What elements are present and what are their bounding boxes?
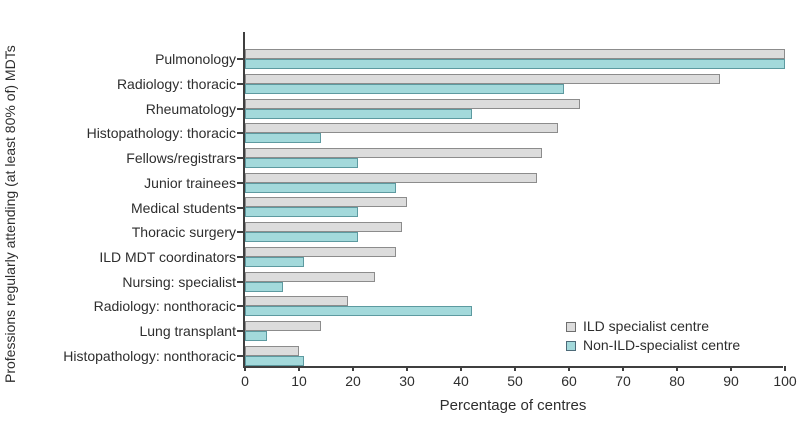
x-tick-label: 60: [561, 373, 577, 389]
chart-row: ILD MDT coordinators: [99, 245, 783, 270]
chart-row: Medical students: [131, 195, 783, 220]
x-axis-title: Percentage of centres: [439, 397, 587, 414]
legend-label-non-ild-specialist: Non-ILD-specialist centre: [583, 337, 741, 353]
y-axis-tick: [237, 354, 243, 357]
x-axis-tick: [352, 366, 354, 371]
x-tick-label: 30: [399, 373, 415, 389]
y-axis-tick: [237, 132, 243, 135]
legend-item-non-ild-specialist: Non-ILD-specialist centre: [566, 338, 740, 353]
y-axis-tick: [237, 231, 243, 234]
bar-ild-specialist: [245, 345, 299, 356]
legend-item-ild-specialist: ILD specialist centre: [566, 319, 740, 334]
chart-row: Fellows/registrars: [126, 146, 783, 171]
y-axis-tick: [237, 107, 243, 110]
bar-ild-specialist: [245, 172, 537, 183]
bar-non-ild-specialist: [245, 158, 359, 169]
bar-non-ild-specialist: [245, 108, 472, 119]
x-axis-tick: [244, 366, 246, 371]
bar-ild-specialist: [245, 148, 542, 159]
bar-non-ild-specialist: [245, 281, 283, 292]
category-label: Radiology: nonthoracic: [93, 298, 236, 315]
x-tick-label: 80: [669, 373, 685, 389]
legend: ILD specialist centre Non-ILD-specialist…: [566, 319, 740, 353]
x-tick-label: 0: [241, 373, 249, 389]
bar-non-ild-specialist: [245, 232, 359, 243]
bar-non-ild-specialist: [245, 355, 305, 366]
y-axis-tick: [237, 83, 243, 86]
bar-non-ild-specialist: [245, 182, 397, 193]
chart-row: Pulmonology: [155, 47, 785, 72]
category-label: Thoracic surgery: [131, 224, 236, 241]
bar-ild-specialist: [245, 73, 721, 84]
chart-row: Junior trainees: [144, 171, 783, 196]
chart-row: Nursing: specialist: [122, 269, 783, 294]
plot-area: Pulmonology Radiology: thoracic Rheumatolo…: [63, 32, 797, 389]
y-axis-tick: [237, 206, 243, 209]
bar-ild-specialist: [245, 98, 580, 109]
chart-row: Lung transplant: [139, 319, 783, 344]
category-label: Histopathology: nonthoracic: [63, 347, 236, 364]
x-axis-tick: [676, 366, 678, 371]
chart-row: Histopathology: nonthoracic: [63, 343, 783, 368]
y-axis-tick: [237, 181, 243, 184]
y-axis-tick: [237, 280, 243, 283]
x-axis-tick: [460, 366, 462, 371]
category-label: Radiology: thoracic: [116, 76, 236, 93]
category-label: Rheumatology: [145, 100, 236, 117]
y-axis-tick: [237, 305, 243, 308]
category-label: Pulmonology: [155, 51, 236, 68]
x-tick-label: 40: [453, 373, 469, 389]
chart-row: Thoracic surgery: [132, 220, 783, 245]
bar-ild-specialist: [245, 296, 348, 307]
bar-non-ild-specialist: [245, 256, 305, 267]
bar-rows: Pulmonology Radiology: thoracic Rheumatolo…: [63, 47, 785, 368]
x-axis-tick: [622, 366, 624, 371]
x-tick-label: 90: [723, 373, 739, 389]
x-tick-label: 100: [773, 373, 797, 389]
x-axis-tick: [298, 366, 300, 371]
legend-swatch-non-ild-specialist: [566, 340, 576, 351]
chart-row: Histopathology: thoracic: [87, 121, 783, 146]
bar-non-ild-specialist: [245, 306, 472, 317]
legend-label-ild-specialist: ILD specialist centre: [583, 318, 710, 334]
category-label: ILD MDT coordinators: [99, 248, 236, 265]
category-label: Fellows/registrars: [126, 150, 236, 167]
legend-swatch-ild-specialist: [566, 321, 576, 332]
x-axis-tick: [730, 366, 732, 371]
chart-row: Radiology: thoracic: [117, 72, 783, 97]
chart-row: Rheumatology: [146, 96, 783, 121]
bar-non-ild-specialist: [245, 83, 564, 94]
y-axis-tick: [237, 330, 243, 333]
y-axis-tick: [237, 157, 243, 160]
x-axis-tick: [568, 366, 570, 371]
bar-ild-specialist: [245, 123, 559, 134]
category-label: Histopathology: thoracic: [86, 125, 236, 142]
bar-ild-specialist: [245, 271, 375, 282]
bar-ild-specialist: [245, 222, 402, 233]
y-axis-tick: [237, 255, 243, 258]
bar-ild-specialist: [245, 197, 407, 208]
bar-non-ild-specialist: [245, 59, 785, 70]
chart-row: Radiology: nonthoracic: [94, 294, 783, 319]
bar-non-ild-specialist: [245, 207, 359, 218]
x-axis-tick: [784, 366, 786, 371]
bar-non-ild-specialist: [245, 133, 321, 144]
bar-ild-specialist: [245, 49, 785, 60]
x-tick-label: 70: [615, 373, 631, 389]
y-axis-tick: [237, 58, 243, 61]
bar-ild-specialist: [245, 246, 397, 257]
category-label: Medical students: [130, 199, 236, 216]
x-axis-tick: [514, 366, 516, 371]
x-axis-tick: [406, 366, 408, 371]
x-tick-label: 20: [345, 373, 361, 389]
category-label: Nursing: specialist: [122, 273, 236, 290]
bar-ild-specialist: [245, 320, 321, 331]
bar-non-ild-specialist: [245, 330, 267, 341]
x-tick-label: 50: [507, 373, 523, 389]
category-label: Lung transplant: [139, 323, 236, 340]
category-label: Junior trainees: [144, 174, 236, 191]
x-tick-label: 10: [291, 373, 307, 389]
